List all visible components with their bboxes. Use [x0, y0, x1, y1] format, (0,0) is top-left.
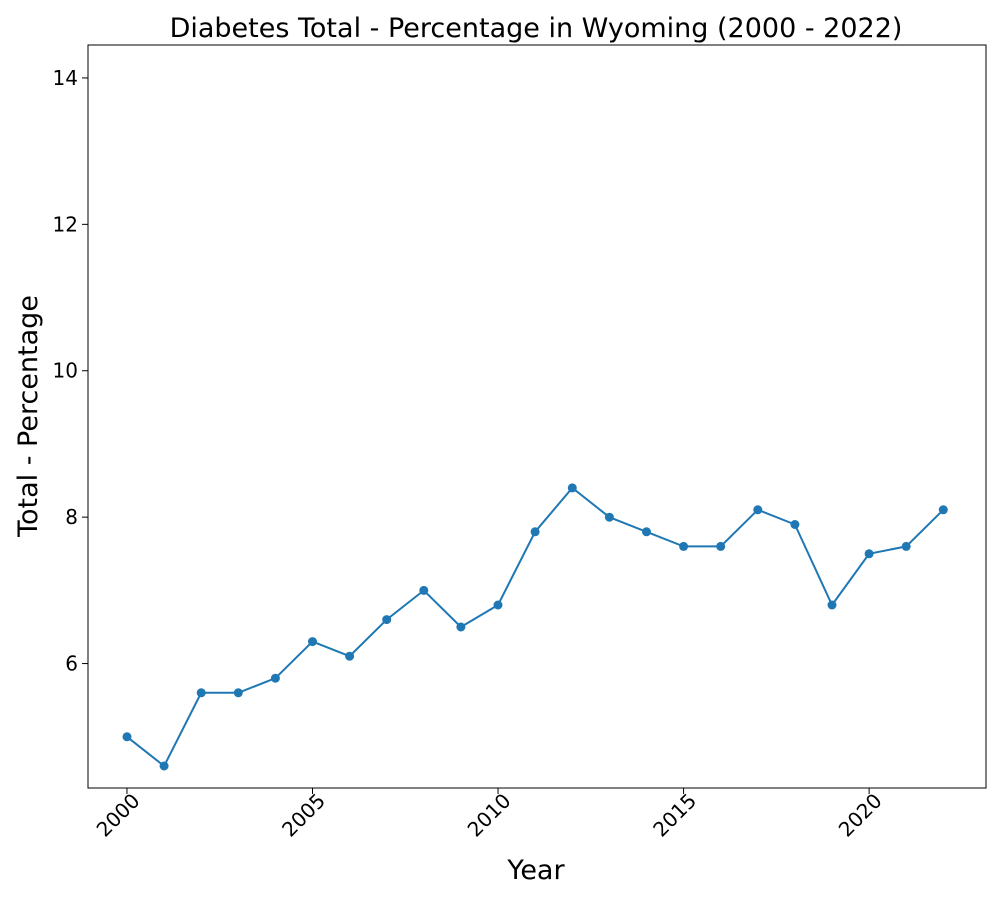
data-point — [419, 585, 429, 595]
chart-title: Diabetes Total - Percentage in Wyoming (… — [170, 13, 903, 44]
data-point — [716, 541, 726, 551]
data-point — [604, 512, 614, 522]
y-axis: 6 8 10 12 14 — [53, 66, 88, 676]
data-point — [196, 688, 206, 698]
y-tick-label: 8 — [65, 505, 78, 529]
data-point — [308, 637, 317, 647]
y-tick-label: 12 — [53, 212, 78, 236]
data-point — [938, 505, 948, 515]
data-point — [233, 688, 243, 698]
x-tick-label: 2000 — [92, 789, 145, 842]
data-point — [679, 541, 689, 551]
plot-frame — [87, 44, 987, 789]
data-point — [159, 761, 169, 771]
data-point — [382, 615, 392, 625]
data-point — [753, 505, 763, 515]
x-tick-label: 2020 — [834, 789, 887, 842]
data-point — [530, 527, 540, 537]
data-point — [901, 541, 911, 551]
y-tick-label: 14 — [53, 66, 78, 90]
x-tick-label: 2010 — [463, 789, 516, 842]
data-point — [456, 622, 466, 632]
x-tick-label: 2005 — [277, 789, 330, 842]
data-point — [270, 673, 280, 683]
data-point — [122, 732, 132, 742]
data-point — [827, 600, 837, 610]
data-point — [493, 600, 503, 610]
x-axis-label: Year — [506, 855, 565, 886]
data-point — [345, 651, 355, 661]
data-point — [790, 520, 800, 529]
y-tick-label: 10 — [53, 359, 78, 383]
x-axis: 2000 2005 2010 2015 2020 — [92, 788, 887, 842]
y-tick-label: 6 — [65, 652, 78, 676]
data-point — [864, 549, 874, 559]
data-point — [567, 483, 577, 493]
data-point — [642, 527, 651, 537]
y-axis-label: Total - Percentage — [13, 295, 44, 538]
x-tick-label: 2015 — [648, 789, 701, 842]
plot-area — [122, 483, 948, 771]
